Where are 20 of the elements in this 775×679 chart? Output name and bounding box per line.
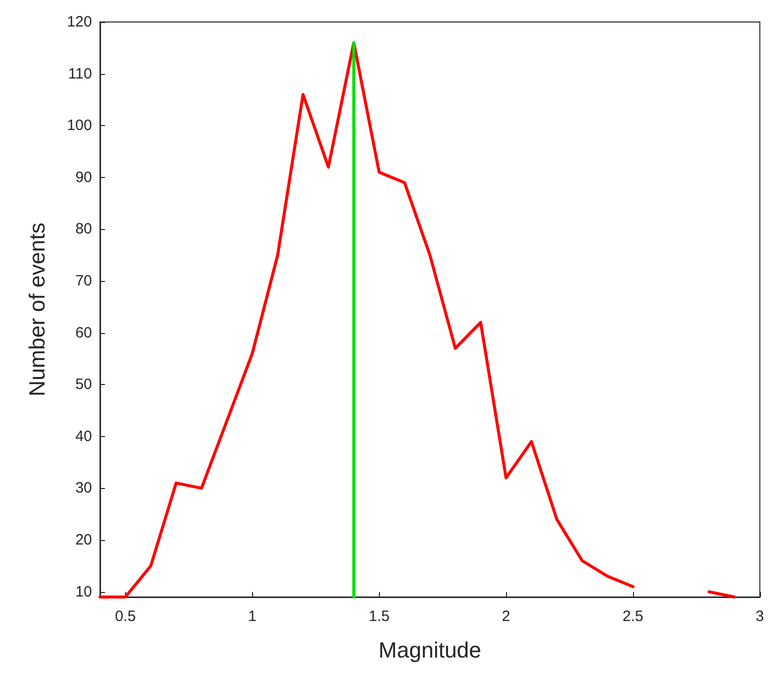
y-tick-label: 10 <box>75 583 92 600</box>
y-tick-label: 60 <box>75 324 92 342</box>
x-tick-label: 0.5 <box>114 608 136 625</box>
y-tick-label: 30 <box>75 480 92 497</box>
y-tick-label: 120 <box>66 14 92 30</box>
y-tick-label: 40 <box>75 428 92 445</box>
x-tick-label: 3 <box>756 608 764 625</box>
y-axis-title: Number of events <box>24 222 50 396</box>
y-tick-label: 70 <box>75 272 92 290</box>
x-tick-label: 2 <box>502 608 510 625</box>
y-tick-label: 50 <box>75 376 92 394</box>
y-tick-label: 80 <box>75 220 92 238</box>
x-tick-label: 1.5 <box>368 608 390 625</box>
x-tick-label: 1 <box>248 608 256 625</box>
y-tick-label: 110 <box>68 65 92 82</box>
x-tick-label: 2.5 <box>622 608 644 625</box>
y-tick-label: 100 <box>66 117 92 134</box>
y-tick-label: 90 <box>75 168 92 186</box>
x-axis-title: Magnitude <box>378 638 482 662</box>
y-tick-label: 20 <box>75 532 92 549</box>
